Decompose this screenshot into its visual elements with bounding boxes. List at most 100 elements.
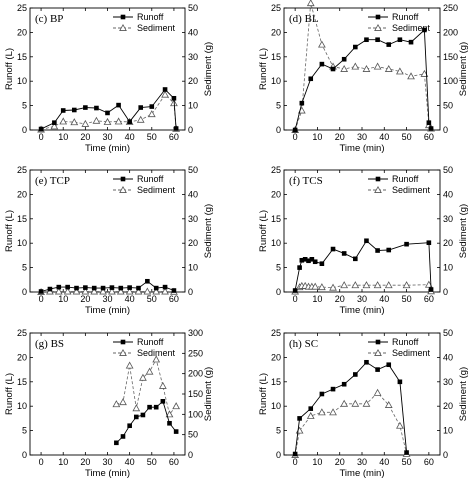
x-tick-label: 20 bbox=[80, 457, 90, 467]
y-tick-label: 15 bbox=[17, 377, 27, 387]
sediment-point bbox=[384, 400, 393, 408]
y2-tick-label: 20 bbox=[443, 238, 453, 248]
x-tick-label: 60 bbox=[424, 132, 434, 142]
sediment-point bbox=[136, 115, 145, 123]
runoff-point bbox=[299, 257, 305, 263]
legend-entry: Runoff bbox=[392, 12, 419, 22]
y-tick-label: 15 bbox=[271, 377, 281, 387]
x-tick-label: 0 bbox=[39, 132, 44, 142]
runoff-point bbox=[364, 37, 369, 43]
runoff-point bbox=[404, 450, 409, 455]
runoff-point bbox=[292, 451, 298, 457]
sediment-point bbox=[172, 402, 181, 410]
legend-marker bbox=[120, 339, 126, 345]
y-tick-label: 5 bbox=[276, 426, 281, 436]
legend-marker bbox=[375, 176, 381, 182]
sediment-point bbox=[329, 408, 337, 416]
y2-tick-label: 150 bbox=[188, 389, 203, 399]
sediment-point bbox=[340, 64, 349, 72]
legend-entry: Sediment bbox=[137, 185, 176, 195]
panel-sc: 0 10 20 30 40 50 60 0 5 10 15 20 25 0 10 20 30 40 50 Time (… bbox=[258, 328, 469, 479]
runoff-line bbox=[116, 400, 177, 444]
runoff-point bbox=[364, 359, 369, 365]
y-tick-label: 5 bbox=[22, 101, 27, 111]
runoff-point bbox=[341, 381, 347, 387]
x-tick-label: 40 bbox=[379, 457, 389, 467]
series-runoff bbox=[292, 27, 434, 133]
runoff-point bbox=[330, 66, 336, 72]
runoff-point bbox=[375, 248, 380, 253]
series-sediment bbox=[291, 280, 435, 295]
y-tick-label: 25 bbox=[17, 165, 27, 175]
x-tick-label: 10 bbox=[58, 294, 68, 304]
runoff-point bbox=[38, 126, 44, 132]
sediment-point bbox=[116, 287, 125, 295]
sediment-point bbox=[70, 118, 79, 126]
legend-marker bbox=[375, 339, 381, 345]
sediment-point bbox=[306, 0, 315, 7]
runoff-point bbox=[375, 367, 380, 372]
sediment-point bbox=[351, 399, 360, 407]
sediment-point bbox=[63, 287, 72, 295]
runoff-point bbox=[127, 119, 132, 125]
runoff-point bbox=[147, 404, 152, 410]
runoff-point bbox=[162, 87, 168, 92]
runoff-point bbox=[312, 259, 318, 265]
runoff-point bbox=[116, 102, 121, 108]
runoff-point bbox=[74, 285, 79, 291]
x-tick-label: 60 bbox=[424, 457, 434, 467]
runoff-point bbox=[341, 56, 347, 62]
runoff-point bbox=[167, 420, 172, 426]
y2-tick-label: 40 bbox=[443, 352, 453, 362]
y-tick-label: 20 bbox=[17, 352, 27, 362]
runoff-point bbox=[56, 284, 62, 290]
legend-entry: Sediment bbox=[392, 23, 431, 33]
sediment-point bbox=[396, 421, 404, 429]
series-runoff bbox=[292, 359, 409, 457]
sediment-point bbox=[92, 116, 101, 124]
y-axis-title: Runoff (L) bbox=[4, 373, 15, 415]
x-tick-label: 0 bbox=[293, 132, 298, 142]
runoff-point bbox=[162, 284, 168, 290]
sediment-point bbox=[318, 408, 326, 416]
y-tick-label: 15 bbox=[17, 52, 27, 62]
y-tick-label: 5 bbox=[276, 101, 281, 111]
runoff-point bbox=[83, 105, 88, 110]
runoff-point bbox=[140, 412, 146, 418]
y2-axis-title: Sediment (g) bbox=[203, 204, 214, 258]
sediment-point bbox=[125, 287, 134, 295]
y-axis-title: Runoff (L) bbox=[258, 210, 269, 252]
legend-entry: Runoff bbox=[137, 174, 164, 184]
runoff-point bbox=[114, 440, 119, 446]
panel-label: (e) TCP bbox=[35, 175, 70, 187]
legend-marker bbox=[374, 23, 382, 31]
runoff-point bbox=[306, 258, 311, 264]
x-tick-label: 20 bbox=[335, 457, 345, 467]
series-runoff bbox=[38, 87, 179, 132]
runoff-point bbox=[173, 429, 179, 434]
sediment-point bbox=[318, 283, 326, 291]
sediment-point bbox=[165, 410, 174, 418]
legend-entry: Sediment bbox=[137, 348, 176, 358]
sediment-point bbox=[384, 64, 393, 72]
y2-tick-label: 50 bbox=[188, 430, 198, 440]
x-tick-label: 0 bbox=[39, 294, 44, 304]
y-tick-label: 0 bbox=[22, 287, 27, 297]
y2-tick-label: 100 bbox=[443, 76, 458, 86]
sediment-line bbox=[41, 291, 174, 293]
sediment-point bbox=[161, 90, 169, 98]
sediment-point bbox=[158, 381, 167, 389]
y2-tick-label: 30 bbox=[188, 52, 198, 62]
x-tick-label: 40 bbox=[125, 294, 135, 304]
x-tick-label: 0 bbox=[39, 457, 44, 467]
y2-tick-label: 40 bbox=[188, 189, 198, 199]
legend-entry: Runoff bbox=[137, 337, 164, 347]
runoff-point bbox=[330, 246, 336, 252]
runoff-point bbox=[386, 247, 392, 253]
runoff-point bbox=[341, 251, 347, 256]
x-tick-label: 10 bbox=[312, 457, 322, 467]
x-axis-title: Time (min) bbox=[85, 143, 130, 154]
sediment-point bbox=[152, 355, 161, 363]
y2-axis-title: Sediment (g) bbox=[458, 367, 469, 421]
